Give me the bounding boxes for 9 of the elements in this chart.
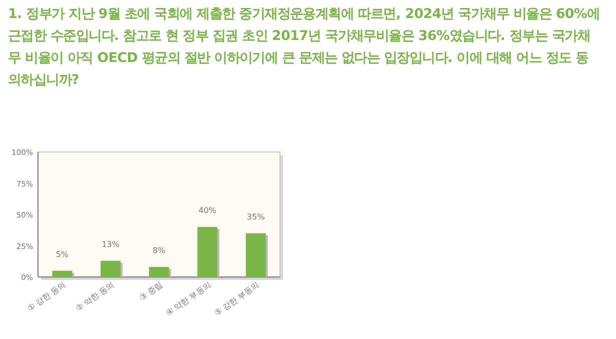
- chart-title: 1. 정부가 지난 9월 초에 국회에 제출한 중기재정운용계획에 따르면, 2024년 국가채무 비율은 60%에 근접한 수준입니다. 참고로 현 정부 집권 초인 2017년 국가채무비율은 36%였습니다. 정부는 국가채무 비율이 아직 OECD 평균의 절반 이하이기에 큰 문제는 없다는 입장입니다. 이에 대해 어느 정도 동의하십니까?: [8, 6, 600, 90]
- data-label: 8%: [152, 246, 166, 255]
- x-tick-label: ① 강한 동의: [26, 280, 68, 314]
- x-tick-label: ② 약한 동의: [74, 280, 116, 314]
- data-label: 35%: [246, 212, 266, 222]
- x-tick-label: ③ 중립: [138, 280, 164, 302]
- data-label: 13%: [102, 240, 120, 249]
- data-label: 5%: [56, 250, 69, 259]
- data-label: 40%: [198, 206, 217, 215]
